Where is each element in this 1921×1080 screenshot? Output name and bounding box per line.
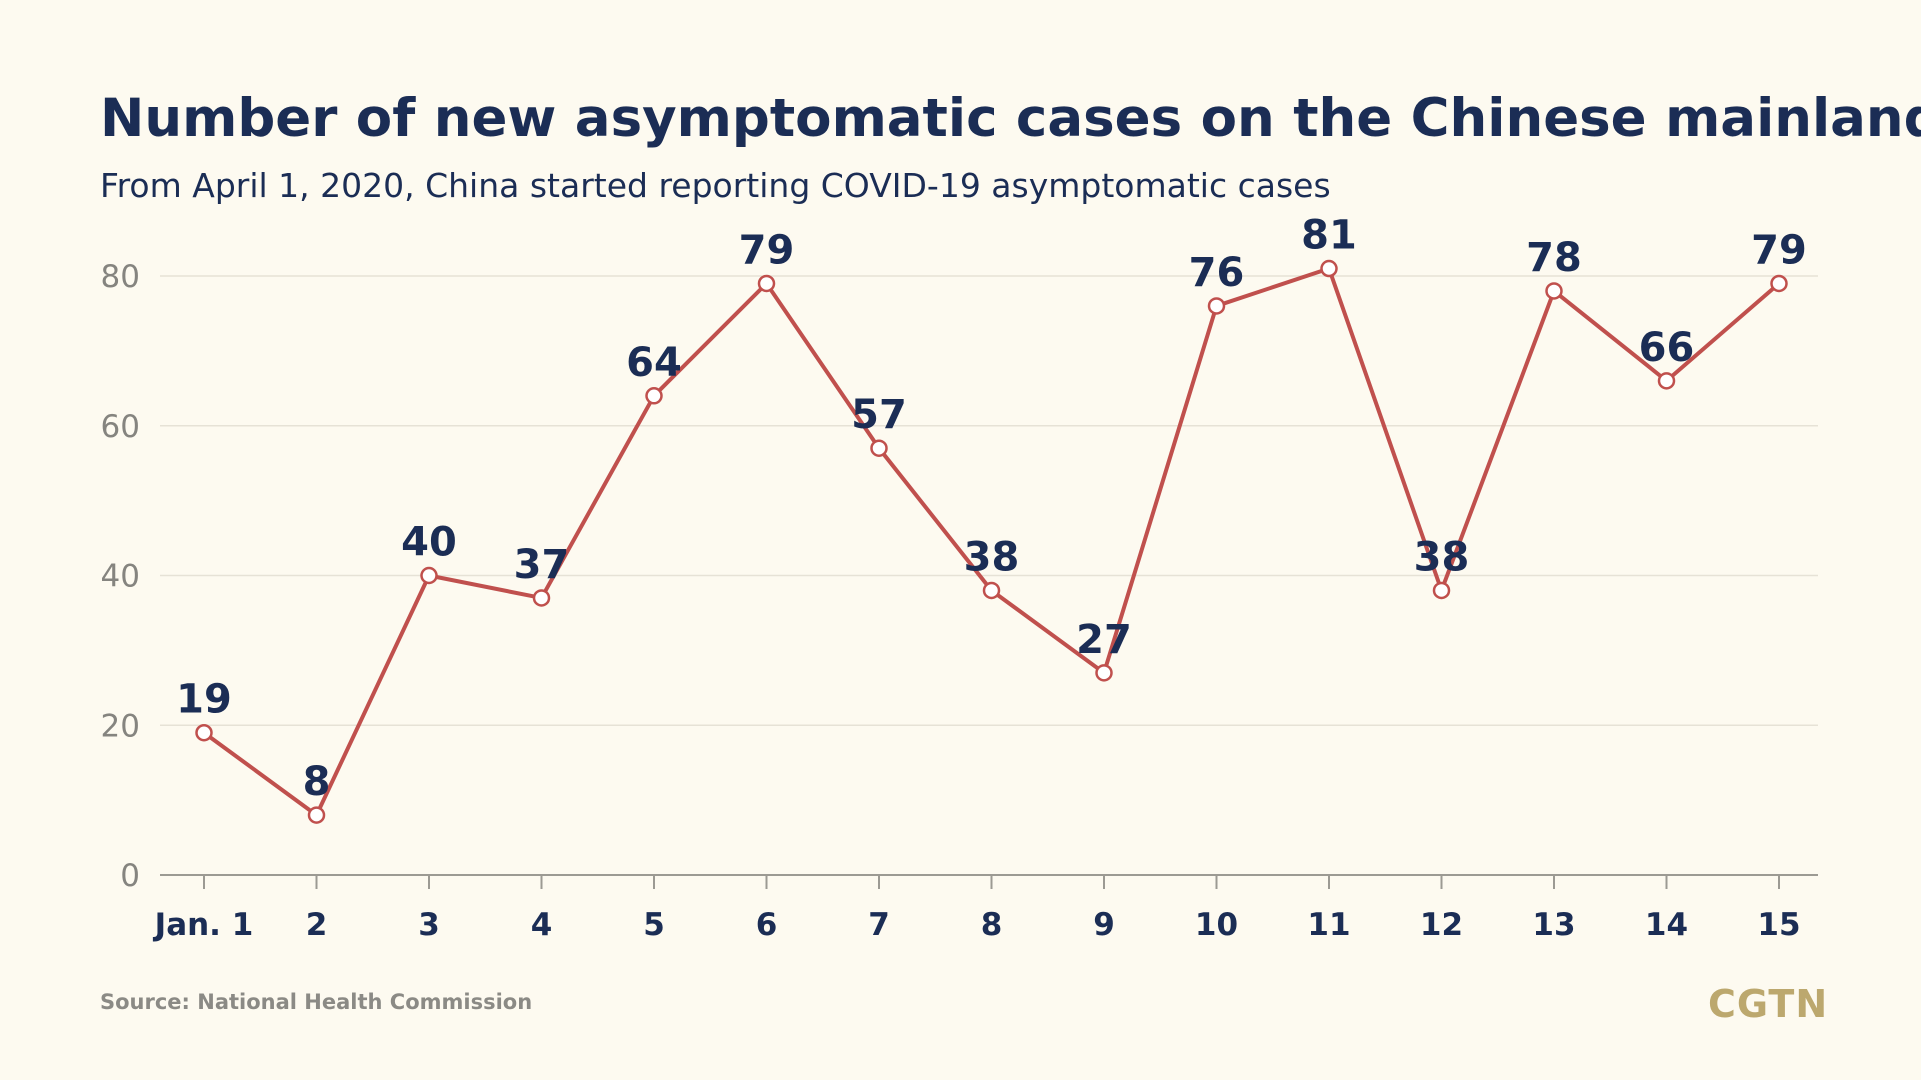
grid-lines xyxy=(160,275,1818,726)
x-tick-label: 6 xyxy=(756,907,778,943)
x-tick-label: 12 xyxy=(1420,907,1463,943)
data-label: 64 xyxy=(626,340,682,386)
data-label: 79 xyxy=(739,227,795,273)
x-tick-label: 2 xyxy=(306,907,328,943)
data-point xyxy=(1545,282,1563,300)
x-tick-label: 14 xyxy=(1645,907,1688,943)
chart-title: Number of new asymptomatic cases on the … xyxy=(100,88,1921,149)
y-tick-label-40: 40 xyxy=(101,559,140,595)
x-tick-label: 5 xyxy=(643,907,665,943)
x-tick-label: Jan. 1 xyxy=(153,907,254,943)
y-axis-ticks: 0 20 40 60 80 xyxy=(101,259,140,894)
x-tick-label: 7 xyxy=(868,907,890,943)
data-label: 27 xyxy=(1076,617,1132,663)
data-point xyxy=(757,274,776,293)
data-point xyxy=(1770,274,1788,293)
data-label: 66 xyxy=(1639,325,1695,371)
data-point xyxy=(307,806,326,824)
y-tick-label-20: 20 xyxy=(101,708,140,744)
data-point xyxy=(1657,372,1676,390)
data-label: 19 xyxy=(176,677,232,723)
x-tick-label: 15 xyxy=(1757,907,1800,943)
data-label: 81 xyxy=(1301,213,1357,259)
y-tick-label-80: 80 xyxy=(101,259,140,295)
x-axis-ticks: Jan. 1 2 3 4 5 6 7 8 9 10 11 12 13 14 15 xyxy=(153,875,1801,943)
data-point xyxy=(1320,259,1338,278)
x-tick-label: 13 xyxy=(1532,907,1575,943)
x-tick-label: 8 xyxy=(981,907,1003,943)
data-label: 38 xyxy=(1414,534,1470,580)
data-point xyxy=(870,439,888,457)
x-tick-label: 10 xyxy=(1195,907,1238,943)
data-label: 38 xyxy=(964,534,1020,580)
data-label: 40 xyxy=(401,520,457,566)
data-point xyxy=(1432,581,1451,600)
x-tick-label: 11 xyxy=(1307,907,1350,943)
cgtn-logo: CGTN xyxy=(1708,982,1829,1026)
x-tick-label: 9 xyxy=(1093,907,1115,943)
data-label: 8 xyxy=(303,759,331,805)
chart-subtitle: From April 1, 2020, China started report… xyxy=(100,166,1331,205)
y-tick-label-0: 0 xyxy=(120,858,140,894)
data-points xyxy=(195,259,1788,824)
data-point xyxy=(420,566,438,585)
data-point xyxy=(645,387,663,405)
data-label: 76 xyxy=(1189,250,1245,296)
data-label: 79 xyxy=(1751,227,1807,273)
x-tick-label: 3 xyxy=(418,907,440,943)
data-point xyxy=(532,589,551,607)
x-tick-label: 4 xyxy=(531,907,553,943)
y-tick-label-60: 60 xyxy=(101,409,140,445)
data-label: 78 xyxy=(1526,235,1582,281)
data-label: 57 xyxy=(851,392,907,438)
source-note: Source: National Health Commission xyxy=(100,990,533,1014)
data-point xyxy=(982,581,1001,600)
data-point xyxy=(1095,664,1113,682)
data-point xyxy=(1207,297,1226,315)
data-point xyxy=(195,723,213,742)
data-label: 37 xyxy=(514,542,570,588)
data-labels: 19 8 40 37 64 79 57 38 27 76 81 38 78 66 79 xyxy=(176,213,1807,806)
